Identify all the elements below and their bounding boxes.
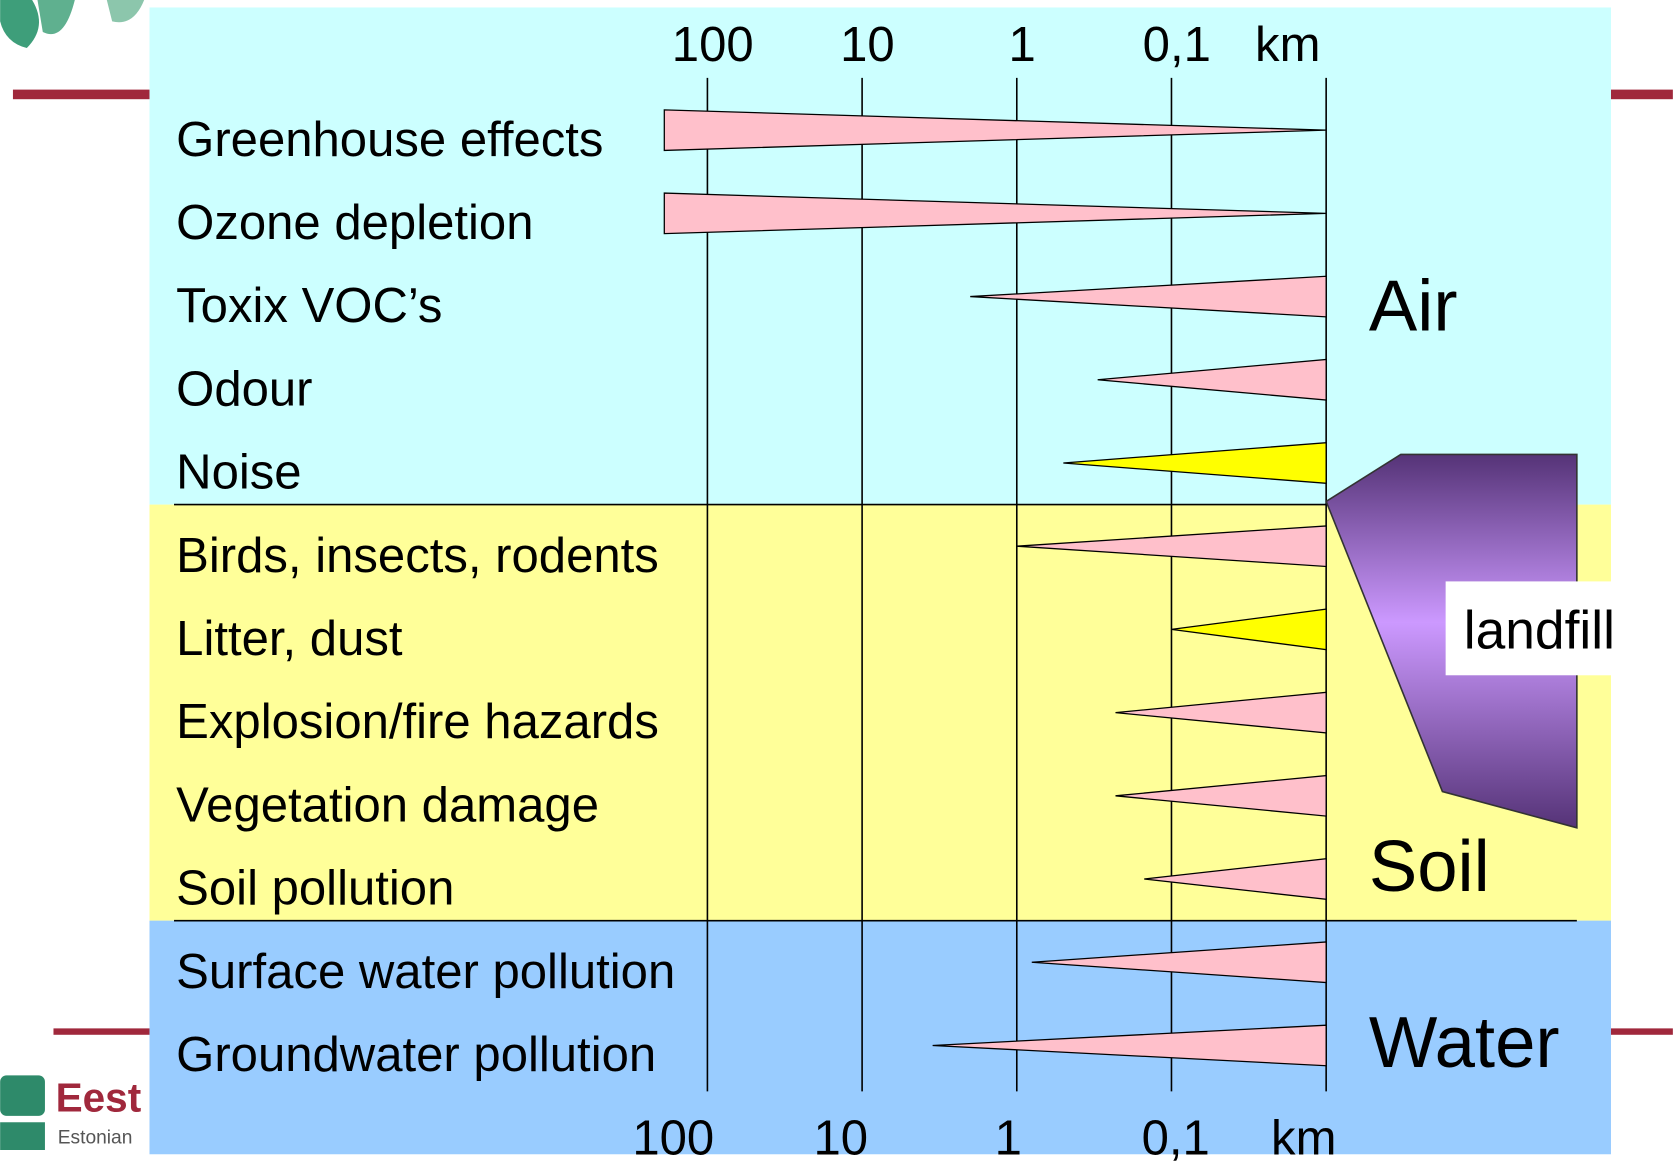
row-label: Noise <box>176 446 301 500</box>
rule <box>13 90 152 100</box>
landfill-label: landfill <box>1464 602 1615 661</box>
logo-icon <box>0 1075 45 1116</box>
x-tick-label-bottom: 0,1 <box>1142 1111 1210 1165</box>
logo-subtitle: Estonian <box>58 1128 133 1149</box>
x-tick-label-top: 1 <box>1008 18 1035 72</box>
x-tick-label-bottom: 100 <box>632 1111 714 1165</box>
logo-name: Eest <box>56 1075 142 1121</box>
x-tick-label-top: 10 <box>840 18 895 72</box>
row-label: Explosion/fire hazards <box>176 695 659 749</box>
x-tick-label-top: 100 <box>672 18 754 72</box>
group-label: Soil <box>1369 826 1490 907</box>
leaf <box>107 0 144 22</box>
band <box>149 7 1611 504</box>
leaf <box>0 0 39 48</box>
panel: 100 100 10 10 1 1 0,1 0,1 km km landfill Greenhouse… <box>149 7 1648 1165</box>
page: Eest Estonian 100 100 10 10 1 1 0,1 0,1 km km land… <box>0 0 1673 1166</box>
unit-label-bottom: km <box>1271 1111 1336 1165</box>
row-label: Litter, dust <box>176 612 403 666</box>
x-tick-label-bottom: 10 <box>813 1111 868 1165</box>
row-label: Odour <box>176 362 312 416</box>
unit-label-top: km <box>1255 18 1320 72</box>
row-label: Vegetation damage <box>176 778 599 832</box>
group-label: Air <box>1369 266 1458 347</box>
slide: Eest Estonian 100 100 10 10 1 1 0,1 0,1 km km land… <box>0 0 1673 1166</box>
leaf <box>37 0 74 34</box>
group-label: Water <box>1369 1002 1560 1083</box>
rule <box>53 1028 151 1034</box>
row-label: Greenhouse effects <box>176 113 603 167</box>
logo-icon <box>0 1122 45 1150</box>
row-label: Surface water pollution <box>176 945 675 999</box>
row-label: Toxix VOC’s <box>176 279 442 333</box>
x-tick-label-bottom: 1 <box>995 1111 1022 1165</box>
row-label: Birds, insects, rodents <box>176 529 659 583</box>
rule <box>1606 90 1673 100</box>
rule <box>1606 1028 1673 1034</box>
x-tick-label-top: 0,1 <box>1143 18 1211 72</box>
row-label: Soil pollution <box>176 862 454 916</box>
row-label: Groundwater pollution <box>176 1028 656 1082</box>
row-label: Ozone depletion <box>176 196 533 250</box>
